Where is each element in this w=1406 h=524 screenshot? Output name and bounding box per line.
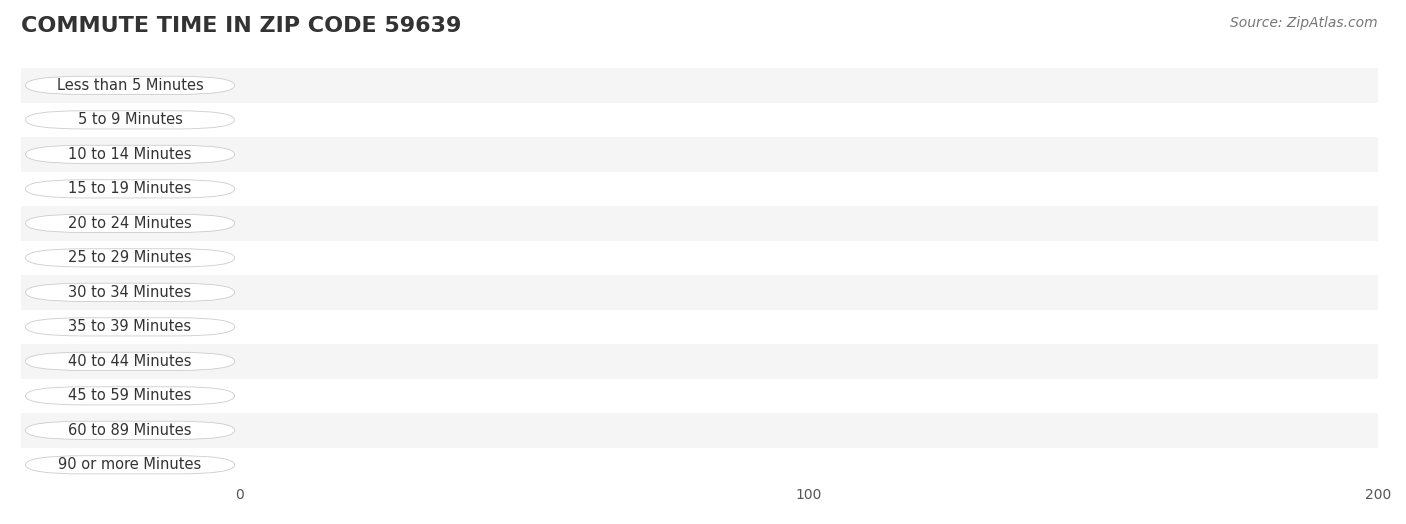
FancyBboxPatch shape: [239, 75, 1378, 96]
FancyBboxPatch shape: [25, 421, 235, 440]
FancyBboxPatch shape: [21, 378, 1378, 413]
FancyBboxPatch shape: [25, 283, 235, 301]
Text: 15: 15: [336, 389, 353, 403]
Text: 0: 0: [250, 182, 259, 196]
FancyBboxPatch shape: [21, 344, 1378, 378]
FancyBboxPatch shape: [239, 213, 1378, 234]
FancyBboxPatch shape: [25, 77, 235, 94]
FancyBboxPatch shape: [25, 387, 235, 405]
Text: 5 to 9 Minutes: 5 to 9 Minutes: [77, 112, 183, 127]
FancyBboxPatch shape: [21, 206, 1378, 241]
Bar: [239, 378, 1378, 413]
Bar: [239, 206, 1378, 241]
Text: 25 to 29 Minutes: 25 to 29 Minutes: [69, 250, 191, 265]
Bar: [239, 447, 1378, 482]
FancyBboxPatch shape: [239, 109, 1378, 130]
FancyBboxPatch shape: [25, 180, 235, 198]
Text: Source: ZipAtlas.com: Source: ZipAtlas.com: [1230, 16, 1378, 30]
Text: 35 to 39 Minutes: 35 to 39 Minutes: [69, 319, 191, 334]
Text: 45 to 59 Minutes: 45 to 59 Minutes: [69, 388, 191, 403]
Bar: [239, 275, 1378, 310]
FancyBboxPatch shape: [21, 413, 1378, 447]
FancyBboxPatch shape: [25, 249, 235, 267]
Bar: [239, 310, 1378, 344]
FancyBboxPatch shape: [239, 109, 1184, 130]
FancyBboxPatch shape: [239, 385, 1378, 407]
FancyBboxPatch shape: [21, 137, 1378, 172]
FancyBboxPatch shape: [239, 75, 603, 96]
FancyBboxPatch shape: [21, 275, 1378, 310]
FancyBboxPatch shape: [21, 103, 1378, 137]
FancyBboxPatch shape: [239, 316, 1378, 337]
Bar: [239, 413, 1378, 447]
FancyBboxPatch shape: [21, 241, 1378, 275]
Text: 15 to 19 Minutes: 15 to 19 Minutes: [69, 181, 191, 196]
FancyBboxPatch shape: [239, 144, 1378, 165]
Text: 30 to 34 Minutes: 30 to 34 Minutes: [69, 285, 191, 300]
FancyBboxPatch shape: [239, 385, 325, 407]
Text: Less than 5 Minutes: Less than 5 Minutes: [56, 78, 204, 93]
FancyBboxPatch shape: [239, 144, 609, 165]
Text: 7: 7: [290, 286, 299, 299]
FancyBboxPatch shape: [25, 214, 235, 233]
Text: 166: 166: [1149, 113, 1175, 127]
FancyBboxPatch shape: [21, 447, 1378, 482]
Bar: [239, 137, 1378, 172]
FancyBboxPatch shape: [239, 213, 456, 234]
Bar: [239, 103, 1378, 137]
FancyBboxPatch shape: [239, 351, 1378, 372]
Bar: [239, 344, 1378, 378]
Text: 90 or more Minutes: 90 or more Minutes: [59, 457, 201, 472]
FancyBboxPatch shape: [239, 282, 278, 303]
Text: 20 to 24 Minutes: 20 to 24 Minutes: [67, 216, 193, 231]
FancyBboxPatch shape: [239, 247, 1378, 268]
FancyBboxPatch shape: [239, 454, 1378, 475]
FancyBboxPatch shape: [239, 282, 1378, 303]
Text: 0: 0: [250, 251, 259, 265]
Text: 38: 38: [467, 216, 485, 231]
FancyBboxPatch shape: [25, 318, 235, 336]
FancyBboxPatch shape: [25, 145, 235, 163]
Text: 0: 0: [250, 320, 259, 334]
FancyBboxPatch shape: [21, 68, 1378, 103]
Text: 40 to 44 Minutes: 40 to 44 Minutes: [69, 354, 191, 369]
FancyBboxPatch shape: [25, 111, 235, 129]
FancyBboxPatch shape: [21, 310, 1378, 344]
FancyBboxPatch shape: [25, 352, 235, 370]
Bar: [239, 172, 1378, 206]
FancyBboxPatch shape: [239, 420, 359, 441]
Text: 60 to 89 Minutes: 60 to 89 Minutes: [69, 423, 191, 438]
FancyBboxPatch shape: [21, 172, 1378, 206]
FancyBboxPatch shape: [25, 456, 235, 474]
Text: 64: 64: [614, 79, 633, 92]
FancyBboxPatch shape: [239, 178, 1378, 200]
Text: 0: 0: [250, 458, 259, 472]
FancyBboxPatch shape: [239, 420, 1378, 441]
Text: 0: 0: [250, 354, 259, 368]
Bar: [239, 241, 1378, 275]
Text: 65: 65: [620, 147, 638, 161]
Bar: [239, 68, 1378, 103]
Text: 21: 21: [370, 423, 388, 438]
Text: 10 to 14 Minutes: 10 to 14 Minutes: [69, 147, 191, 162]
Text: COMMUTE TIME IN ZIP CODE 59639: COMMUTE TIME IN ZIP CODE 59639: [21, 16, 461, 36]
